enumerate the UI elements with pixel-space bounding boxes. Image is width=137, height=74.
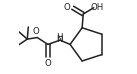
Text: N: N bbox=[57, 35, 63, 44]
Text: O: O bbox=[33, 27, 40, 36]
Text: H: H bbox=[57, 33, 63, 42]
Text: OH: OH bbox=[91, 3, 104, 12]
Text: O: O bbox=[45, 59, 51, 68]
Text: O: O bbox=[63, 3, 70, 12]
